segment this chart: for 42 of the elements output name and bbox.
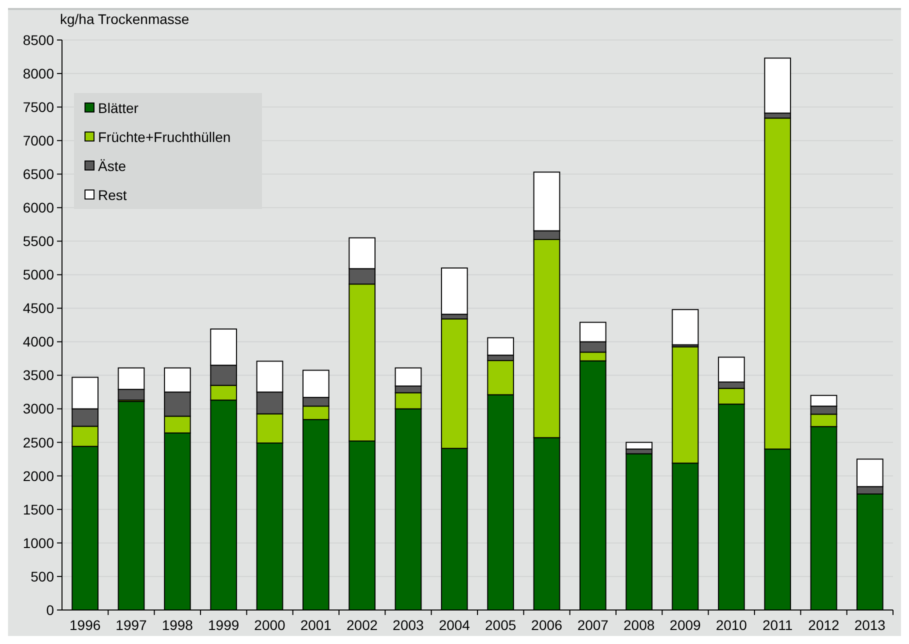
y-tick-label: 3500 — [22, 367, 54, 384]
x-tick-label: 2006 — [531, 617, 563, 633]
x-tick-label: 1997 — [116, 617, 148, 633]
y-tick-label: 7500 — [22, 98, 54, 115]
bar — [672, 309, 699, 346]
y-tick-label: 5000 — [22, 266, 54, 283]
y-tick-label: 8500 — [22, 32, 54, 48]
x-tick-label: 2013 — [854, 617, 886, 633]
y-tick-label: 0 — [46, 602, 54, 618]
x-tick-label: 1998 — [162, 617, 194, 633]
y-tick-label: 5500 — [22, 233, 54, 250]
legend-label: Früchte+Fruchthüllen — [98, 128, 231, 145]
x-tick-label: 2010 — [716, 617, 748, 633]
y-tick-label: 6500 — [22, 166, 54, 182]
y-tick-label: 4500 — [22, 300, 54, 316]
x-tick-label: 2000 — [254, 617, 286, 633]
legend-label: Blätter — [98, 100, 139, 116]
x-tick-label: 2003 — [392, 617, 424, 633]
x-tick-label: 1999 — [208, 617, 240, 633]
y-tick-label: 8000 — [22, 65, 54, 82]
x-tick-label: 1996 — [70, 617, 101, 633]
x-tick-label: 2007 — [577, 617, 609, 633]
x-tick-label: 2008 — [624, 617, 655, 633]
y-tick-label: 7000 — [22, 132, 54, 148]
y-tick-label: 1000 — [22, 534, 54, 551]
x-tick-label: 2004 — [438, 617, 470, 633]
y-tick-label: 6000 — [22, 200, 54, 216]
x-tick-label: 2009 — [670, 617, 702, 633]
y-tick-label: 1500 — [22, 501, 54, 518]
y-tick-label: 3000 — [22, 400, 54, 417]
x-tick-label: 2005 — [485, 617, 516, 633]
y-tick-label: 4000 — [22, 334, 54, 350]
y-tick-label: 2500 — [22, 434, 54, 450]
x-tick-label: 2001 — [300, 617, 332, 633]
x-tick-label: 2011 — [762, 617, 793, 633]
y-tick-label: 2000 — [22, 468, 54, 484]
y-axis-title: kg/ha Trockenmasse — [60, 11, 190, 27]
legend-label: Äste — [98, 158, 126, 174]
x-tick-label: 2012 — [808, 617, 840, 633]
x-tick-label: 2002 — [346, 617, 378, 633]
legend-label: Rest — [98, 186, 127, 203]
y-tick-label: 500 — [30, 568, 54, 584]
